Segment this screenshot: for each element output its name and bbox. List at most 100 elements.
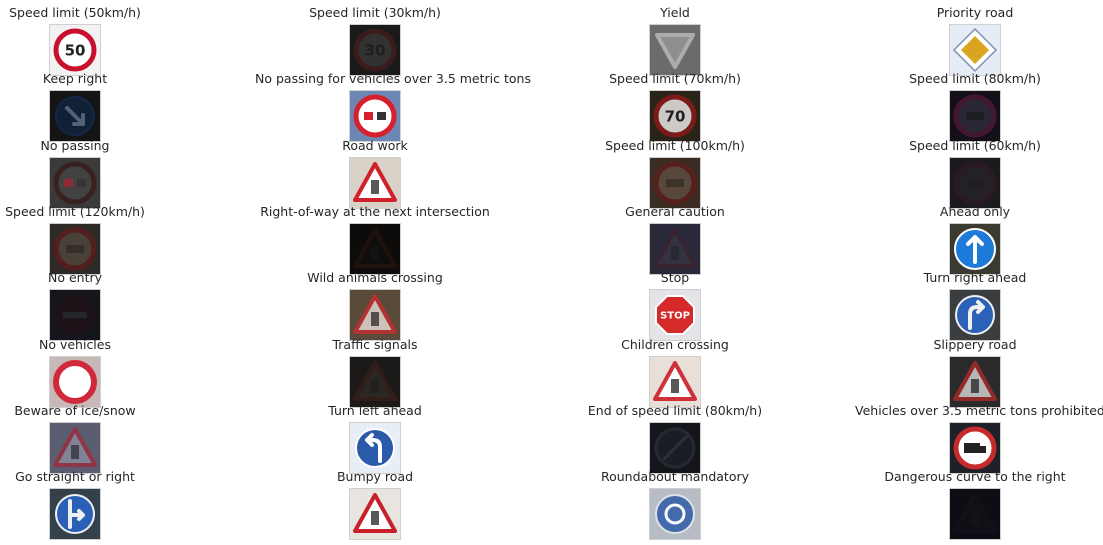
sign-title: Speed limit (60km/h) — [909, 138, 1041, 153]
sign-thumbnail — [649, 24, 701, 76]
sign-title: Slippery road — [933, 337, 1017, 352]
sign-title: No passing for vehicles over 3.5 metric … — [255, 71, 531, 86]
turn-right-ahead-sign-icon — [950, 290, 1000, 340]
yield-sign-icon — [650, 25, 700, 75]
sign-glyph-text: 70 — [665, 107, 686, 125]
sign-thumbnail — [649, 422, 701, 474]
sign-title: Vehicles over 3.5 metric tons prohibited — [855, 403, 1103, 418]
sign-thumbnail — [349, 422, 401, 474]
sign-title: Beware of ice/snow — [14, 403, 136, 418]
sign-glyph-text: 30 — [365, 41, 386, 59]
sign-title: Yield — [660, 5, 690, 20]
sign-title: Speed limit (100km/h) — [605, 138, 745, 153]
sign-thumbnail — [649, 356, 701, 408]
sign-title: Speed limit (120km/h) — [5, 204, 145, 219]
sign-thumbnail — [649, 223, 701, 275]
sign-title: Stop — [660, 270, 690, 285]
sign-thumbnail — [949, 24, 1001, 76]
slippery-road-sign-icon — [950, 357, 1000, 407]
speed-limit-30-sign-icon: 30 — [350, 25, 400, 75]
sign-thumbnail: 50 — [49, 24, 101, 76]
sign-title: Bumpy road — [336, 469, 414, 484]
right-of-way-sign-icon — [350, 224, 400, 274]
priority-road-sign-icon — [950, 25, 1000, 75]
sign-glyph-text: STOP — [660, 311, 690, 322]
stop-sign-icon: STOP — [650, 290, 700, 340]
sign-thumbnail — [649, 488, 701, 540]
sign-thumbnail — [349, 223, 401, 275]
sign-title: No entry — [47, 270, 103, 285]
sign-thumbnail — [949, 157, 1001, 209]
sign-title: Traffic signals — [332, 337, 418, 352]
speed-limit-80-sign-icon — [950, 91, 1000, 141]
beware-ice-snow-sign-icon — [50, 423, 100, 473]
general-caution-sign-icon — [650, 224, 700, 274]
sign-thumbnail — [349, 157, 401, 209]
sign-title: Children crossing — [621, 337, 729, 352]
sign-thumbnail — [649, 157, 701, 209]
speed-limit-60-sign-icon — [950, 158, 1000, 208]
sign-thumbnail: 70 — [649, 90, 701, 142]
sign-thumbnail — [49, 157, 101, 209]
sign-title: Speed limit (80km/h) — [909, 71, 1041, 86]
speed-limit-120-sign-icon — [50, 224, 100, 274]
sign-title: Road work — [342, 138, 408, 153]
speed-limit-100-sign-icon — [650, 158, 700, 208]
sign-title: End of speed limit (80km/h) — [587, 403, 763, 418]
sign-thumbnail — [949, 488, 1001, 540]
ahead-only-sign-icon — [950, 224, 1000, 274]
sign-title: General caution — [625, 204, 725, 219]
sign-thumbnail — [49, 356, 101, 408]
speed-limit-50-sign-icon: 50 — [50, 25, 100, 75]
bumpy-road-sign-icon — [350, 489, 400, 539]
go-straight-or-right-sign-icon — [50, 489, 100, 539]
sign-thumbnail — [49, 488, 101, 540]
sign-thumbnail — [949, 90, 1001, 142]
sign-thumbnail — [49, 289, 101, 341]
children-crossing-sign-icon — [650, 357, 700, 407]
sign-title: Keep right — [42, 71, 108, 86]
sign-title: Priority road — [936, 5, 1014, 20]
sign-title: Turn left ahead — [328, 403, 422, 418]
sign-title: Speed limit (30km/h) — [309, 5, 441, 20]
sign-thumbnail — [949, 422, 1001, 474]
sign-thumbnail: STOP — [649, 289, 701, 341]
end-speed-limit-80-sign-icon — [650, 423, 700, 473]
road-work-sign-icon — [350, 158, 400, 208]
sign-title: No passing — [40, 138, 110, 153]
sign-title: Dangerous curve to the right — [884, 469, 1066, 484]
sign-title: Roundabout mandatory — [600, 469, 750, 484]
sign-title: No vehicles — [38, 337, 111, 352]
roundabout-mandatory-sign-icon — [650, 489, 700, 539]
no-passing-trucks-sign-icon — [350, 91, 400, 141]
sign-title: Wild animals crossing — [307, 270, 443, 285]
sign-title: Speed limit (50km/h) — [9, 5, 141, 20]
sign-thumbnail — [349, 289, 401, 341]
wild-animals-crossing-sign-icon — [350, 290, 400, 340]
sign-thumbnail — [949, 223, 1001, 275]
traffic-signals-sign-icon — [350, 357, 400, 407]
sign-glyph-text: 50 — [65, 41, 86, 59]
sign-title: Ahead only — [939, 204, 1011, 219]
sign-thumbnail — [349, 90, 401, 142]
no-vehicles-sign-icon — [50, 357, 100, 407]
sign-thumbnail — [349, 488, 401, 540]
sign-title: Turn right ahead — [923, 270, 1027, 285]
sign-thumbnail — [49, 422, 101, 474]
sign-title: Right-of-way at the next intersection — [260, 204, 490, 219]
sign-thumbnail — [949, 356, 1001, 408]
dangerous-curve-right-sign-icon — [950, 489, 1000, 539]
no-entry-sign-icon — [50, 290, 100, 340]
sign-thumbnail — [349, 356, 401, 408]
sign-thumbnail: 30 — [349, 24, 401, 76]
sign-title: Speed limit (70km/h) — [609, 71, 741, 86]
keep-right-sign-icon — [50, 91, 100, 141]
no-passing-sign-icon — [50, 158, 100, 208]
speed-limit-70-sign-icon: 70 — [650, 91, 700, 141]
trucks-prohibited-sign-icon — [950, 423, 1000, 473]
sign-thumbnail — [49, 223, 101, 275]
turn-left-ahead-sign-icon — [350, 423, 400, 473]
sign-thumbnail — [949, 289, 1001, 341]
sign-title: Go straight or right — [15, 469, 135, 484]
